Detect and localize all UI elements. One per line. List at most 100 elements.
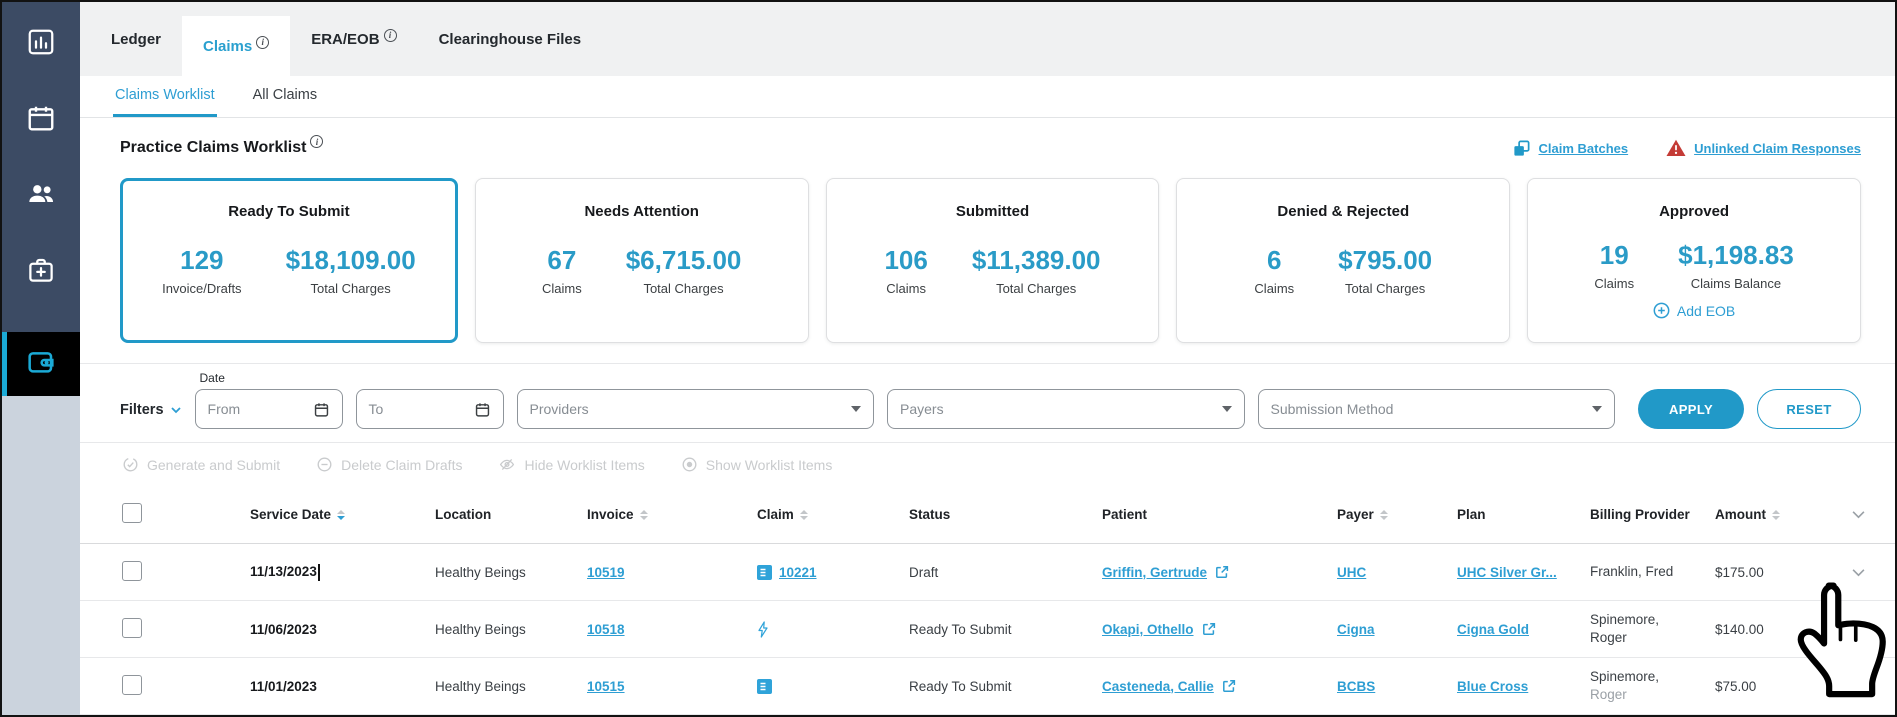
- submission-method-placeholder: Submission Method: [1270, 401, 1394, 417]
- location: Healthy Beings: [435, 564, 526, 580]
- column-header-service-date[interactable]: Service Date: [250, 507, 435, 522]
- sidebar-nav: [2, 2, 80, 396]
- tab-era-eob[interactable]: ERA/EOB i: [290, 2, 417, 76]
- show-worklist-items-button[interactable]: Show Worklist Items: [681, 456, 833, 473]
- sort-icon: [799, 509, 808, 520]
- delete-claim-drafts-button[interactable]: Delete Claim Drafts: [316, 456, 462, 473]
- invoice-link[interactable]: 10519: [587, 564, 625, 580]
- plan-link[interactable]: UHC Silver Gr...: [1457, 564, 1557, 580]
- column-header-billing-provider: Billing Provider: [1590, 507, 1690, 522]
- card-needs-attention[interactable]: Needs Attention 67 Claims $6,715.00 Total …: [474, 178, 809, 343]
- external-link-icon[interactable]: [1214, 564, 1230, 580]
- submission-method-select[interactable]: Submission Method: [1257, 389, 1616, 429]
- reset-button[interactable]: RESET: [1757, 389, 1862, 429]
- card-count: 6: [1267, 245, 1282, 275]
- tab-clearinghouse-files[interactable]: Clearinghouse Files: [418, 2, 603, 76]
- payer-link[interactable]: Cigna: [1337, 621, 1375, 637]
- card-submitted[interactable]: Submitted 106 Claims $11,389.00 Total Char…: [825, 178, 1160, 343]
- table-row[interactable]: 11/13/2023 Healthy Beings 10519 10221 Dr…: [80, 544, 1895, 601]
- filters-label: Filters: [120, 402, 164, 418]
- sort-icon: [639, 509, 648, 520]
- tab-claims[interactable]: Claims i: [182, 16, 291, 76]
- invoice-link[interactable]: 10518: [587, 621, 625, 637]
- sidebar-item-clinical[interactable]: [26, 256, 56, 288]
- plan-link[interactable]: Cigna Gold: [1457, 621, 1529, 637]
- sort-icon: [1772, 509, 1780, 520]
- card-denied-rejected[interactable]: Denied & Rejected 6 Claims $795.00 Total C…: [1176, 178, 1511, 343]
- tab-clearinghouse-label: Clearinghouse Files: [438, 30, 582, 48]
- plan-link[interactable]: Blue Cross: [1457, 678, 1529, 694]
- table-row[interactable]: 11/01/2023 Healthy Beings 10515 Ready To…: [80, 658, 1895, 715]
- location: Healthy Beings: [435, 621, 526, 637]
- info-icon[interactable]: i: [383, 28, 397, 42]
- calendar-icon[interactable]: [474, 401, 491, 418]
- patient-link[interactable]: Casteneda, Callie: [1102, 678, 1214, 694]
- column-header-patient: Patient: [1102, 507, 1148, 522]
- claim-link[interactable]: 10221: [779, 564, 817, 580]
- spacer-label: [1263, 371, 1616, 386]
- calendar-icon[interactable]: [313, 401, 330, 418]
- providers-select[interactable]: Providers: [516, 389, 875, 429]
- show-worklist-items-label: Show Worklist Items: [705, 456, 833, 473]
- card-amount-label: Total Charges: [643, 281, 724, 296]
- header-links: Claim Batches Unlinked Claim Responses: [1512, 139, 1861, 158]
- subtab-all-claims[interactable]: All Claims: [252, 87, 318, 103]
- apply-button[interactable]: APPLY: [1638, 389, 1745, 429]
- column-header-location: Location: [435, 507, 492, 522]
- page-title: Practice Claims Worklist i: [120, 135, 324, 157]
- card-count: 19: [1599, 240, 1629, 270]
- billing-provider: Spinemore,: [1590, 669, 1660, 685]
- tab-claims-label: Claims: [203, 37, 253, 55]
- column-options-toggle[interactable]: [1830, 510, 1895, 519]
- unlinked-claim-responses-link[interactable]: Unlinked Claim Responses: [1666, 139, 1861, 157]
- card-count-label: Claims: [886, 281, 926, 296]
- card-ready-to-submit[interactable]: Ready To Submit 129 Invoice/Drafts $18,10…: [120, 178, 458, 343]
- row-expand-toggle[interactable]: [1830, 682, 1895, 691]
- date-label: Date: [199, 371, 225, 385]
- row-expand-toggle[interactable]: [1830, 568, 1895, 577]
- date-from-input[interactable]: From: [194, 389, 343, 429]
- claim-batches-link[interactable]: Claim Batches: [1512, 139, 1628, 158]
- external-link-icon[interactable]: [1221, 678, 1237, 694]
- payer-link[interactable]: BCBS: [1337, 678, 1376, 694]
- subtab-claims-worklist[interactable]: Claims Worklist: [113, 76, 217, 117]
- card-approved[interactable]: Approved 19 Claims $1,198.83 Claims Balanc…: [1527, 178, 1861, 343]
- filters-toggle[interactable]: Filters: [120, 402, 182, 418]
- sidebar: [2, 2, 80, 715]
- add-eob-button[interactable]: Add EOB: [1653, 302, 1735, 319]
- table-row[interactable]: 11/06/2023 Healthy Beings 10518 Ready To…: [80, 601, 1895, 658]
- patient-link[interactable]: Griffin, Gertrude: [1102, 564, 1208, 580]
- sidebar-item-reports[interactable]: [26, 28, 56, 60]
- tab-ledger[interactable]: Ledger: [90, 2, 182, 76]
- info-icon[interactable]: i: [256, 35, 270, 49]
- row-checkbox[interactable]: [122, 560, 142, 581]
- date-to-input[interactable]: To: [355, 389, 504, 429]
- billing-provider: Spinemore,: [1590, 612, 1660, 628]
- payers-select[interactable]: Payers: [887, 389, 1245, 429]
- patient-link[interactable]: Okapi, Othello: [1102, 621, 1194, 637]
- spacer-label: [522, 371, 875, 386]
- info-icon[interactable]: i: [310, 135, 324, 148]
- minus-circle-icon: [317, 457, 332, 472]
- payer-link[interactable]: UHC: [1337, 564, 1367, 580]
- card-amount-label: Total Charges: [996, 281, 1077, 296]
- generate-and-submit-button[interactable]: Generate and Submit: [122, 456, 280, 473]
- column-header-amount[interactable]: Amount: [1715, 507, 1830, 522]
- invoice-link[interactable]: 10515: [587, 678, 625, 694]
- sidebar-item-billing[interactable]: [2, 332, 80, 396]
- tab-era-eob-label: ERA/EOB: [311, 30, 380, 48]
- text-caret: [317, 563, 320, 581]
- providers-field-group: Providers: [516, 371, 875, 429]
- column-header-claim[interactable]: Claim: [757, 507, 909, 522]
- hide-worklist-items-button[interactable]: Hide Worklist Items: [498, 456, 645, 473]
- sidebar-item-calendar[interactable]: [26, 104, 56, 136]
- card-amount: $6,715.00: [625, 245, 742, 275]
- external-link-icon[interactable]: [1201, 621, 1217, 637]
- select-all-checkbox[interactable]: [122, 503, 142, 523]
- sidebar-item-patients[interactable]: [25, 180, 57, 212]
- column-header-payer[interactable]: Payer: [1337, 507, 1457, 522]
- row-checkbox[interactable]: [122, 617, 142, 638]
- column-header-invoice[interactable]: Invoice: [587, 507, 757, 522]
- service-date: 11/06/2023: [250, 621, 317, 637]
- row-checkbox[interactable]: [122, 674, 142, 695]
